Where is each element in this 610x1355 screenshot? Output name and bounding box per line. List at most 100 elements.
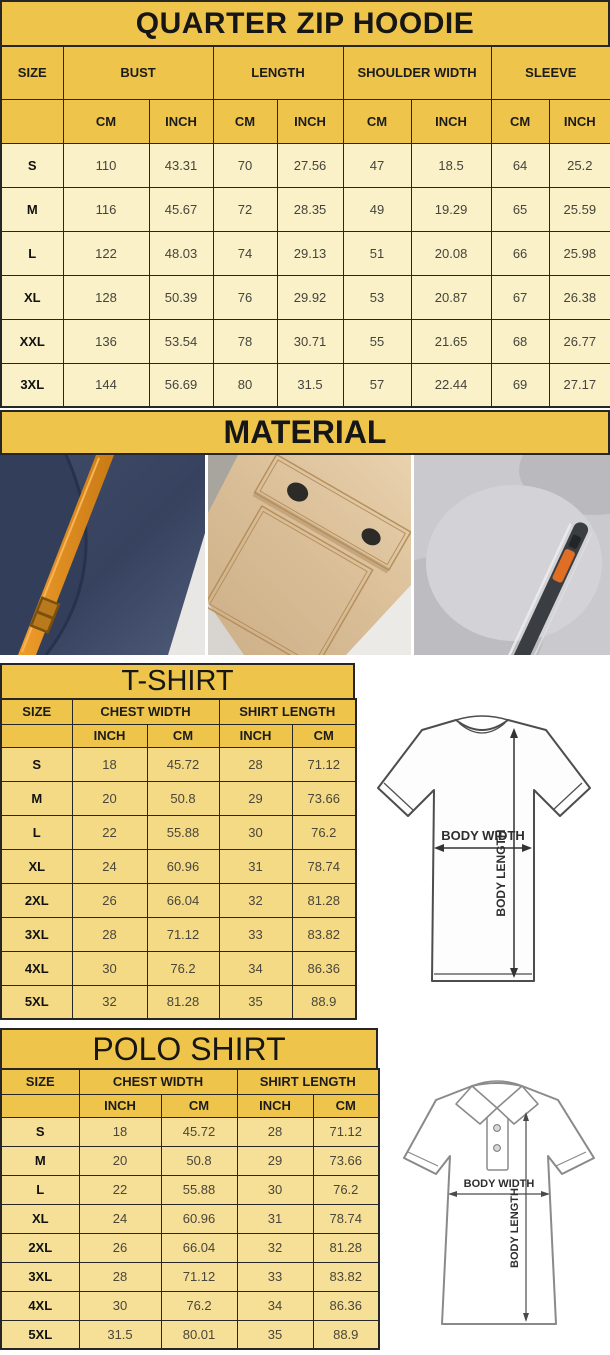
table-row: S 18 45.72 28 71.12 (0, 1116, 380, 1147)
value-cell: 50.8 (146, 780, 220, 816)
unit-header-cell: INCH (410, 98, 492, 144)
value-cell: 32 (71, 984, 148, 1020)
value-cell: 27.17 (548, 362, 610, 408)
value-cell: 81.28 (146, 984, 220, 1020)
value-cell: 33 (236, 1261, 314, 1292)
value-cell: 71.12 (291, 746, 357, 782)
polo-table-body: S 18 45.72 28 71.12 M 20 50.8 29 73.66 L 22 55.88 30 7… (0, 1116, 380, 1350)
table-row: XL 128 50.39 76 29.92 53 20.87 67 26.38 (0, 274, 610, 320)
value-cell: 35 (218, 984, 293, 1020)
empty-corner-cell (0, 723, 73, 748)
value-cell: 116 (62, 186, 150, 232)
unit-header-cell: CM (490, 98, 550, 144)
value-cell: 28 (78, 1261, 162, 1292)
size-cell: XL (0, 274, 64, 320)
col-header-chest-width: CHEST WIDTH (78, 1068, 238, 1095)
hoodie-group-header-row: SIZE BUST LENGTH SHOULDER WIDTH SLEEVE (0, 45, 610, 100)
value-cell: 30 (236, 1174, 314, 1205)
value-cell: 86.36 (291, 950, 357, 986)
navy-fleece-image (0, 455, 205, 655)
polo-size-table: SIZE CHEST WIDTH SHIRT LENGTH INCH CM INCH… (0, 1068, 380, 1350)
value-cell: 73.66 (312, 1145, 380, 1176)
tshirt-group-header-row: SIZE CHEST WIDTH SHIRT LENGTH (0, 698, 357, 725)
table-row: 2XL 26 66.04 32 81.28 (0, 1232, 380, 1263)
value-cell: 29.13 (276, 230, 344, 276)
value-cell: 144 (62, 362, 150, 408)
body-width-label: BODY WIDTH (464, 1178, 535, 1190)
value-cell: 20 (71, 780, 148, 816)
value-cell: 81.28 (312, 1232, 380, 1263)
table-row: L 22 55.88 30 76.2 (0, 814, 357, 850)
table-row: 5XL 32 81.28 35 88.9 (0, 984, 357, 1020)
size-cell: S (0, 1116, 80, 1147)
unit-header-cell: INCH (148, 98, 214, 144)
table-row: L 22 55.88 30 76.2 (0, 1174, 380, 1205)
size-cell: 3XL (0, 916, 73, 952)
value-cell: 69 (490, 362, 550, 408)
value-cell: 20.08 (410, 230, 492, 276)
value-cell: 22 (78, 1174, 162, 1205)
value-cell: 26 (71, 882, 148, 918)
value-cell: 29.92 (276, 274, 344, 320)
value-cell: 34 (218, 950, 293, 986)
value-cell: 31 (218, 848, 293, 884)
col-header-size: SIZE (0, 698, 73, 725)
size-cell: 2XL (0, 882, 73, 918)
hoodie-table-body: S 110 43.31 70 27.56 47 18.5 64 25.2 M 116 45.67 72 2… (0, 142, 610, 408)
size-cell: 4XL (0, 950, 73, 986)
material-section-title: MATERIAL (0, 410, 610, 455)
size-cell: 5XL (0, 984, 73, 1020)
tshirt-measurement-diagram: BODY WIDTH BODY LENGTH (356, 688, 610, 1018)
value-cell: 48.03 (148, 230, 214, 276)
value-cell: 74 (212, 230, 278, 276)
unit-header-cell: CM (312, 1093, 380, 1118)
value-cell: 80.01 (160, 1319, 238, 1350)
polo-chart-title: POLO SHIRT (0, 1028, 378, 1068)
hoodie-size-chart-section: QUARTER ZIP HOODIE SIZE BUST LENGTH SHOU… (0, 0, 610, 408)
value-cell: 71.12 (160, 1261, 238, 1292)
unit-header-cell: INCH (276, 98, 344, 144)
table-row: M 20 50.8 29 73.66 (0, 780, 357, 816)
table-row: 3XL 28 71.12 33 83.82 (0, 916, 357, 952)
value-cell: 22 (71, 814, 148, 850)
polo-group-header-row: SIZE CHEST WIDTH SHIRT LENGTH (0, 1068, 380, 1095)
value-cell: 66.04 (146, 882, 220, 918)
value-cell: 45.72 (146, 746, 220, 782)
body-length-label: BODY LENGTH (509, 1188, 521, 1268)
value-cell: 18 (71, 746, 148, 782)
col-header-bust: BUST (62, 45, 214, 100)
value-cell: 49 (342, 186, 412, 232)
tshirt-size-table: SIZE CHEST WIDTH SHIRT LENGTH INCH CM INCH… (0, 698, 357, 1020)
size-cell: S (0, 746, 73, 782)
value-cell: 78 (212, 318, 278, 364)
value-cell: 60.96 (160, 1203, 238, 1234)
value-cell: 83.82 (291, 916, 357, 952)
value-cell: 30 (71, 950, 148, 986)
value-cell: 50.39 (148, 274, 214, 320)
table-row: 5XL 31.5 80.01 35 88.9 (0, 1319, 380, 1350)
value-cell: 25.2 (548, 142, 610, 188)
value-cell: 35 (236, 1319, 314, 1350)
polo-size-chart-section: POLO SHIRT SIZE CHEST WIDTH SHIRT LENGTH… (0, 1028, 380, 1350)
gray-zipper-image (414, 455, 610, 655)
unit-header-cell: CM (342, 98, 412, 144)
size-cell: L (0, 814, 73, 850)
value-cell: 24 (78, 1203, 162, 1234)
value-cell: 60.96 (146, 848, 220, 884)
value-cell: 80 (212, 362, 278, 408)
table-row: S 110 43.31 70 27.56 47 18.5 64 25.2 (0, 142, 610, 188)
value-cell: 76 (212, 274, 278, 320)
table-row: L 122 48.03 74 29.13 51 20.08 66 25.98 (0, 230, 610, 276)
value-cell: 21.65 (410, 318, 492, 364)
value-cell: 18.5 (410, 142, 492, 188)
value-cell: 26 (78, 1232, 162, 1263)
size-cell: XL (0, 848, 73, 884)
body-length-label: BODY LENGTH (494, 829, 508, 916)
col-header-size: SIZE (0, 1068, 80, 1095)
value-cell: 29 (218, 780, 293, 816)
value-cell: 53.54 (148, 318, 214, 364)
size-cell: XL (0, 1203, 80, 1234)
value-cell: 68 (490, 318, 550, 364)
col-header-shirt-length: SHIRT LENGTH (218, 698, 357, 725)
material-photo-khaki-pocket (208, 455, 411, 655)
